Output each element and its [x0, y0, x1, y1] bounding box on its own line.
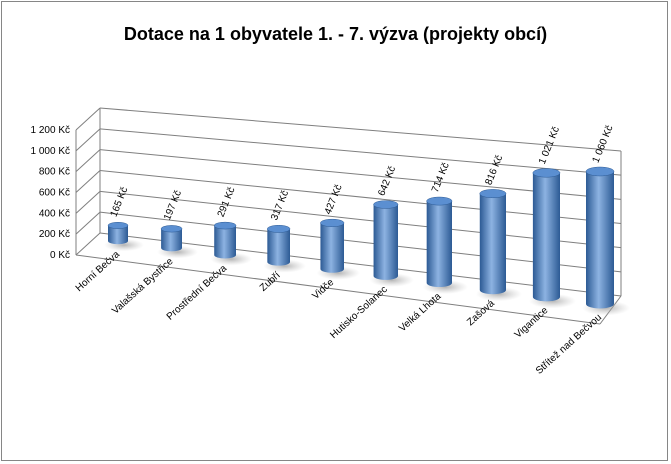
y-tick-label: 200 Kč	[39, 229, 70, 240]
bar	[157, 225, 198, 259]
category-label: Střítež nad Bečvou	[534, 312, 604, 377]
data-label: 317 Kč	[269, 189, 291, 222]
data-label: 427 Kč	[323, 183, 345, 216]
gridline	[99, 107, 622, 152]
y-tick-label: 0 Kč	[50, 250, 70, 261]
bar-body	[214, 225, 236, 259]
bar	[210, 221, 252, 266]
category-label: Vigantice	[513, 305, 551, 341]
gridline-side	[75, 232, 101, 256]
gridline-side	[75, 170, 101, 193]
bar	[475, 189, 522, 302]
bar	[528, 168, 576, 309]
y-tick-label: 400 Kč	[39, 208, 70, 219]
data-label: 291 Kč	[216, 186, 238, 219]
data-label: 714 Kč	[430, 161, 452, 194]
bar-body	[373, 204, 398, 280]
data-label: 1 060 Kč	[591, 124, 616, 165]
category-label: Velká Lhota	[397, 291, 444, 334]
bar-top	[532, 168, 561, 178]
bar-top	[107, 222, 129, 229]
bar	[316, 218, 360, 280]
bar-top	[320, 218, 345, 227]
data-label: 642 Kč	[376, 165, 398, 198]
gridline-side	[75, 149, 101, 173]
bars-layer	[104, 166, 630, 316]
bar-top	[373, 200, 399, 209]
data-label: 197 Kč	[162, 189, 184, 222]
y-axis: 0 Kč 200 Kč 400 Kč 600 Kč 800 Kč 1 000 Kč 1 20…	[31, 125, 70, 261]
bar	[422, 196, 469, 295]
bar-body	[479, 193, 506, 295]
bar-top	[585, 166, 615, 177]
bar	[104, 222, 144, 252]
bar-body	[426, 201, 452, 288]
bar-body	[320, 222, 344, 273]
bar	[263, 225, 306, 273]
gridline-side	[75, 211, 101, 235]
y-tick-label: 600 Kč	[39, 188, 70, 199]
bar-top	[160, 225, 183, 233]
bar-body	[161, 228, 182, 252]
category-label: Prostřední Bečva	[165, 263, 230, 323]
bar-top	[479, 189, 507, 199]
chart-title: Dotace na 1 obyvatele 1. - 7. výzva (pro…	[123, 24, 548, 44]
category-label: Valašská Bystřice	[110, 256, 176, 317]
y-tick-label: 1 200 Kč	[31, 125, 70, 136]
bar-top	[426, 196, 453, 206]
gridline-side	[75, 128, 101, 152]
gridline-side	[75, 190, 101, 214]
bar-top	[267, 225, 291, 233]
bar	[369, 200, 414, 287]
bar-body	[108, 225, 128, 245]
y-tick-label: 800 Kč	[39, 167, 70, 178]
bar-body	[532, 172, 560, 302]
bar-body	[267, 228, 290, 266]
category-label: Vidče	[310, 277, 336, 302]
y-tick-label: 1 000 Kč	[31, 146, 70, 157]
gridline-side	[75, 107, 101, 131]
bar-body	[586, 171, 614, 309]
bar-top	[213, 221, 237, 230]
data-label: 165 Kč	[109, 186, 131, 219]
data-label: 816 Kč	[483, 154, 505, 187]
gridline	[99, 128, 622, 176]
bar	[582, 166, 630, 316]
category-label: Zašová	[465, 298, 497, 328]
floor-front-edge	[75, 254, 601, 325]
